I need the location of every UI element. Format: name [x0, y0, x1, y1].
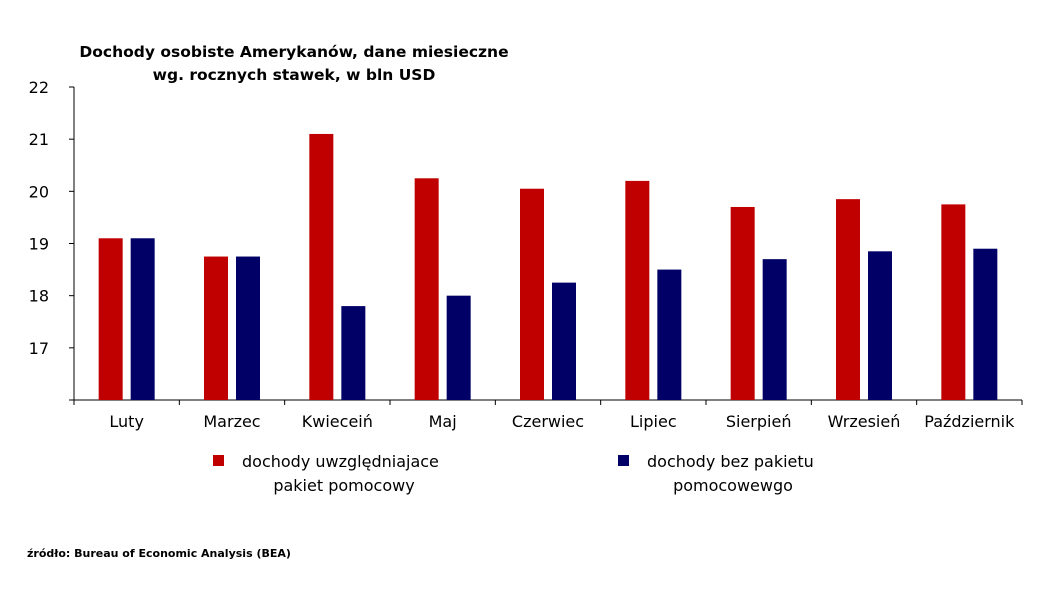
- x-tick-label: Wrzesień: [828, 412, 901, 431]
- bars: [98, 133, 998, 400]
- bar-series-1: [625, 180, 650, 400]
- bar-series-2: [130, 238, 155, 400]
- bar-series-1: [520, 188, 544, 400]
- y-axis: 17 18 19 20 21 22: [29, 78, 75, 401]
- bar-series-1: [309, 133, 334, 400]
- x-tick-label: Październik: [924, 412, 1015, 431]
- bar-series-2: [552, 282, 576, 400]
- legend: dochody uwzględniajace pakiet pomocowy doc…: [213, 452, 814, 495]
- bar-series-1: [414, 178, 439, 400]
- y-tick-label: 18: [29, 287, 49, 306]
- legend-label-1-line-2: pakiet pomocowy: [273, 476, 414, 495]
- y-tick-label: 22: [29, 78, 49, 97]
- y-tick-label: 20: [29, 182, 49, 201]
- bar-series-2: [341, 306, 366, 400]
- y-tick-label: 21: [29, 130, 49, 149]
- x-tick-label: Maj: [429, 412, 457, 431]
- chart-title-line-1: Dochody osobiste Amerykanów, dane miesie…: [79, 43, 508, 61]
- bar-series-2: [973, 248, 998, 400]
- legend-swatch-1: [213, 455, 224, 466]
- bar-series-2: [868, 251, 892, 400]
- bar-series-1: [730, 206, 755, 400]
- chart-title-line-2: wg. rocznych stawek, w bln USD: [153, 66, 436, 84]
- y-tick-label: 19: [29, 235, 49, 254]
- bar-series-1: [204, 256, 228, 400]
- bar-series-2: [236, 256, 260, 400]
- x-tick-label: Lipiec: [630, 412, 677, 431]
- bar-series-2: [446, 295, 471, 400]
- bar-series-2: [657, 269, 682, 400]
- legend-swatch-2: [618, 455, 629, 466]
- bar-series-2: [762, 259, 787, 400]
- x-axis: Luty Marzec Kwieceiń Maj Czerwiec Lipiec Sierp…: [69, 399, 1023, 431]
- bar-series-1: [941, 204, 966, 400]
- x-tick-label: Marzec: [203, 412, 260, 431]
- y-tick-label: 17: [29, 339, 49, 358]
- bar-series-1: [836, 199, 860, 400]
- bar-series-1: [98, 238, 123, 400]
- x-tick-label: Czerwiec: [512, 412, 584, 431]
- source-note: źródło: Bureau of Economic Analysis (BEA…: [27, 547, 291, 560]
- x-tick-label: Sierpień: [726, 412, 792, 431]
- x-tick-label: Kwieceiń: [302, 412, 373, 431]
- legend-label-2-line-1: dochody bez pakietu: [647, 452, 814, 471]
- x-tick-label: Luty: [109, 412, 144, 431]
- legend-label-2-line-2: pomocowewgo: [673, 476, 793, 495]
- legend-label-1-line-1: dochody uwzględniajace: [242, 452, 439, 471]
